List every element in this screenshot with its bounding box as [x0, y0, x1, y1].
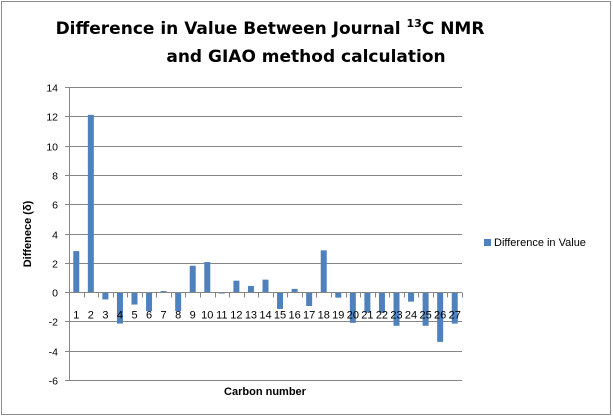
chart-title-line1: Difference in Value Between Journal 13C …: [56, 17, 485, 39]
x-tick-label: 22: [376, 310, 388, 322]
x-tick-label: 23: [390, 310, 402, 322]
gridlines: [69, 87, 462, 381]
y-tick-label: 6: [52, 200, 58, 212]
x-tick-label: 26: [434, 310, 446, 322]
bar-24: [408, 292, 415, 302]
y-tick-label: -6: [49, 376, 58, 388]
x-tick-label: 25: [419, 310, 431, 322]
bar-12: [233, 280, 240, 293]
x-tick-label: 7: [161, 310, 167, 322]
x-tick-label: 11: [216, 310, 227, 322]
y-tick-label: 2: [52, 259, 58, 271]
y-tick-label: -2: [49, 317, 58, 329]
bar-9: [189, 265, 196, 293]
y-tick-label: -4: [49, 347, 58, 359]
bar-26: [437, 292, 444, 342]
chart-title-line2: and GIAO method calculation: [166, 47, 445, 67]
x-tick-label: 9: [190, 310, 196, 322]
bar-2: [87, 114, 94, 293]
x-tick-label: 12: [230, 310, 242, 322]
x-axis-label: Carbon number: [224, 386, 307, 398]
y-tick-label: 4: [52, 230, 58, 242]
x-tick-label: 14: [259, 310, 271, 322]
bar-4: [116, 292, 123, 324]
x-tick-label: 17: [303, 310, 315, 322]
bar-22: [378, 292, 385, 313]
bar-13: [247, 285, 254, 293]
legend: Difference in Value: [484, 237, 586, 249]
x-tick-label: 19: [332, 310, 344, 322]
x-tick-label: 27: [449, 310, 461, 322]
bar-10: [204, 262, 211, 293]
x-tick-label: 4: [117, 310, 123, 322]
x-tick-label: 5: [131, 310, 137, 322]
y-tick-label: 14: [46, 83, 58, 95]
x-tick-label: 24: [405, 310, 417, 322]
bar-16: [291, 288, 298, 293]
x-tick-label: 16: [288, 310, 300, 322]
x-tick-label: 1: [73, 310, 79, 322]
bar-27: [451, 292, 458, 324]
bar-21: [364, 292, 371, 313]
legend-swatch: [484, 239, 491, 246]
y-tick-label: 12: [46, 112, 58, 124]
y-tick-label: 10: [46, 142, 58, 154]
y-axis-label: Diffenece (δ): [22, 200, 34, 267]
bar-17: [306, 292, 313, 307]
bar-5: [131, 292, 138, 305]
x-tick-label: 13: [245, 310, 257, 322]
bar-15: [277, 292, 284, 309]
x-tick-label: 18: [318, 310, 330, 322]
x-tick-label: 21: [361, 310, 373, 322]
x-tick-label: 20: [347, 310, 359, 322]
bar-19: [335, 292, 342, 298]
x-tick-label: 15: [274, 310, 286, 322]
x-tick-label: 3: [102, 310, 108, 322]
y-tick-label: 8: [52, 171, 58, 183]
bar-3: [102, 292, 109, 300]
y-tick-label: 0: [52, 288, 58, 300]
bar-7: [160, 291, 167, 293]
bar-14: [262, 279, 269, 293]
bar-25: [422, 292, 429, 326]
bar-18: [320, 250, 327, 293]
legend-label: Difference in Value: [494, 237, 586, 249]
x-tick-label: 6: [146, 310, 152, 322]
bar-6: [146, 292, 153, 312]
bar-20: [349, 292, 356, 323]
bar-1: [73, 251, 80, 293]
bar-8: [175, 292, 182, 312]
x-tick-label: 2: [88, 310, 94, 322]
x-tick-label: 8: [175, 310, 181, 322]
x-tick-label: 10: [201, 310, 213, 322]
bar-23: [393, 292, 400, 326]
